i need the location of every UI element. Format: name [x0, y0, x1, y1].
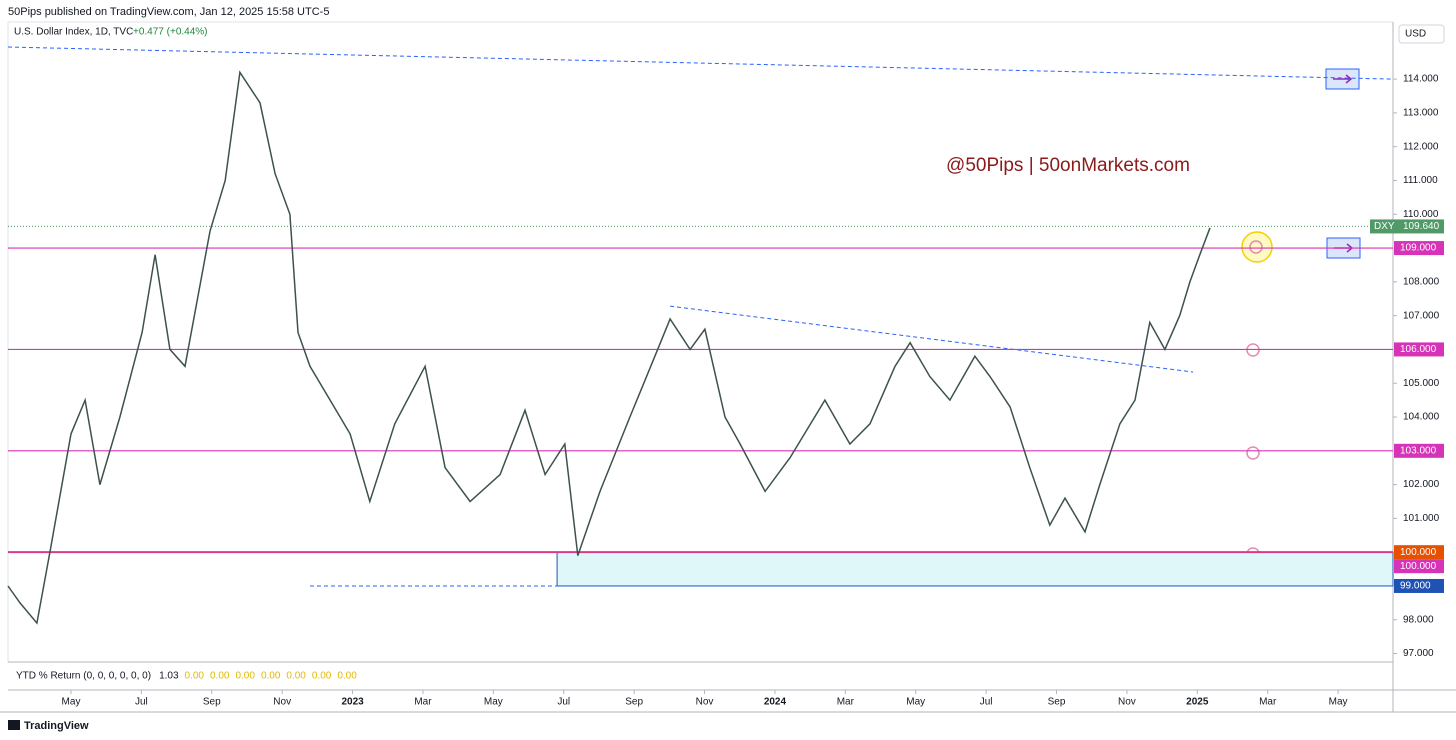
indicator-value: 0.00: [312, 671, 332, 682]
price-line: [7, 70, 1211, 625]
highlight-circle: [1241, 231, 1273, 263]
x-tick-label: Jul: [557, 697, 570, 708]
indicator-value: 0.00: [286, 671, 306, 682]
watermark: @50Pips | 50onMarkets.com: [946, 155, 1190, 176]
x-tick-label: Jul: [980, 697, 993, 708]
currency[interactable]: USD: [1405, 29, 1426, 40]
level-tag: [1394, 443, 1444, 458]
x-tick-label: Mar: [1259, 697, 1277, 708]
trendline: [669, 305, 1194, 373]
y-tick-label: 111.000: [1403, 175, 1438, 186]
indicator-value: 0.00: [337, 671, 357, 682]
level-tag-label: 100.000: [1400, 547, 1437, 558]
y-tick-label: 105.000: [1403, 378, 1440, 389]
y-tick-label: 98.000: [1403, 614, 1434, 625]
level-tag: [1394, 241, 1444, 256]
x-tick-label: May: [906, 697, 925, 708]
arrow-icon: [1333, 74, 1353, 84]
price-change: +0.477 (+0.44%): [133, 27, 208, 38]
x-tick-label: May: [62, 697, 81, 708]
y-tick-label: 102.000: [1403, 479, 1440, 490]
x-tick-label: 2025: [1186, 697, 1209, 708]
level-tag-label: 100.000: [1400, 561, 1437, 572]
x-tick-label: Sep: [1048, 697, 1066, 708]
brand-logo: [8, 720, 20, 730]
y-tick-label: 97.000: [1403, 648, 1434, 659]
x-tick-label: 2024: [764, 697, 787, 708]
y-tick-label: 107.000: [1403, 310, 1440, 321]
indicator-value: 0.00: [185, 671, 205, 682]
y-tick-label: 113.000: [1403, 108, 1439, 119]
level-tag: [1394, 545, 1444, 560]
y-tick-label: 114.000: [1403, 74, 1439, 85]
y-tick-label: 110.000: [1403, 209, 1439, 220]
x-tick-label: May: [484, 697, 503, 708]
level-tag-label: 109.000: [1400, 243, 1437, 254]
indicator-value: 1.03: [159, 671, 179, 682]
level-tag-label: 106.000: [1400, 344, 1437, 355]
currency-button[interactable]: [1398, 24, 1445, 44]
level-tag: [1394, 559, 1444, 574]
indicator-value: 0.00: [261, 671, 281, 682]
x-tick-label: Nov: [1118, 697, 1136, 708]
x-tick-label: 2023: [341, 697, 364, 708]
indicator-value: 0.00: [210, 671, 230, 682]
level-tag: [1394, 578, 1444, 593]
x-tick-label: Nov: [696, 697, 714, 708]
x-tick-label: May: [1329, 697, 1348, 708]
x-tick-label: Sep: [625, 697, 643, 708]
y-tick-label: 112.000: [1403, 141, 1439, 152]
x-tick-label: Mar: [414, 697, 432, 708]
x-tick-label: Mar: [837, 697, 855, 708]
y-tick-label: 101.000: [1403, 513, 1440, 524]
last-price-label: 109.640: [1403, 221, 1440, 232]
series-name: DXY: [1374, 221, 1395, 232]
level-tag: [1394, 342, 1444, 357]
indicator-name: YTD % Return (0, 0, 0, 0, 0, 0): [16, 671, 151, 682]
level-tag-label: 103.000: [1400, 445, 1437, 456]
support-zone: [556, 551, 1394, 587]
published-note: 50Pips published on TradingView.com, Jan…: [8, 6, 329, 18]
chart-title: U.S. Dollar Index, 1D, TVC: [14, 27, 133, 38]
y-tick-label: 104.000: [1403, 412, 1440, 423]
brand: TradingView: [24, 720, 89, 732]
level-tag-label: 99.000: [1400, 581, 1431, 592]
x-tick-label: Nov: [273, 697, 291, 708]
last-price-tag: [1370, 219, 1444, 234]
x-tick-label: Jul: [135, 697, 148, 708]
x-tick-label: Sep: [203, 697, 221, 708]
y-tick-label: 108.000: [1403, 276, 1440, 287]
indicator-value: 0.00: [235, 671, 255, 682]
